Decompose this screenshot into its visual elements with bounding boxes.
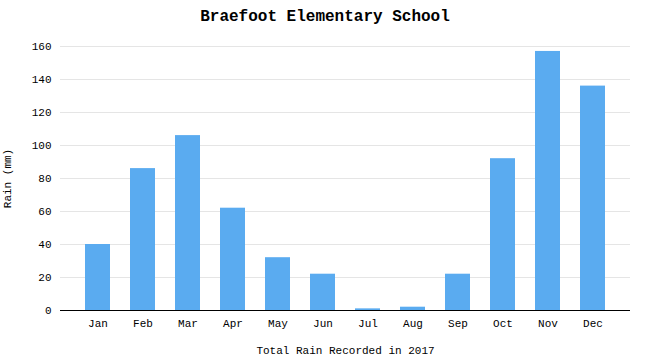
svg-text:Feb: Feb bbox=[133, 318, 153, 330]
svg-text:Rain (mm): Rain (mm) bbox=[2, 149, 14, 208]
svg-text:20: 20 bbox=[38, 272, 51, 284]
svg-text:140: 140 bbox=[32, 74, 52, 86]
svg-text:Apr: Apr bbox=[223, 318, 243, 330]
svg-text:60: 60 bbox=[38, 206, 51, 218]
svg-text:Aug: Aug bbox=[403, 318, 423, 330]
svg-text:Jun: Jun bbox=[313, 318, 333, 330]
svg-text:Dec: Dec bbox=[583, 318, 603, 330]
svg-text:120: 120 bbox=[32, 107, 52, 119]
svg-text:Jan: Jan bbox=[88, 318, 108, 330]
svg-text:160: 160 bbox=[32, 41, 52, 53]
svg-text:Sep: Sep bbox=[448, 318, 468, 330]
svg-text:80: 80 bbox=[38, 173, 51, 185]
svg-text:Oct: Oct bbox=[493, 318, 513, 330]
svg-text:Mar: Mar bbox=[178, 318, 198, 330]
svg-text:100: 100 bbox=[32, 140, 52, 152]
svg-text:Jul: Jul bbox=[358, 318, 378, 330]
svg-text:0: 0 bbox=[45, 305, 52, 317]
svg-text:Total Rain Recorded in 2017: Total Rain Recorded in 2017 bbox=[256, 345, 434, 357]
html-text:Braefoot Elementary School: Braefoot Elementary School bbox=[200, 8, 450, 26]
svg-text:40: 40 bbox=[38, 239, 51, 251]
svg-text:Nov: Nov bbox=[538, 318, 558, 330]
svg-text:May: May bbox=[268, 318, 288, 330]
